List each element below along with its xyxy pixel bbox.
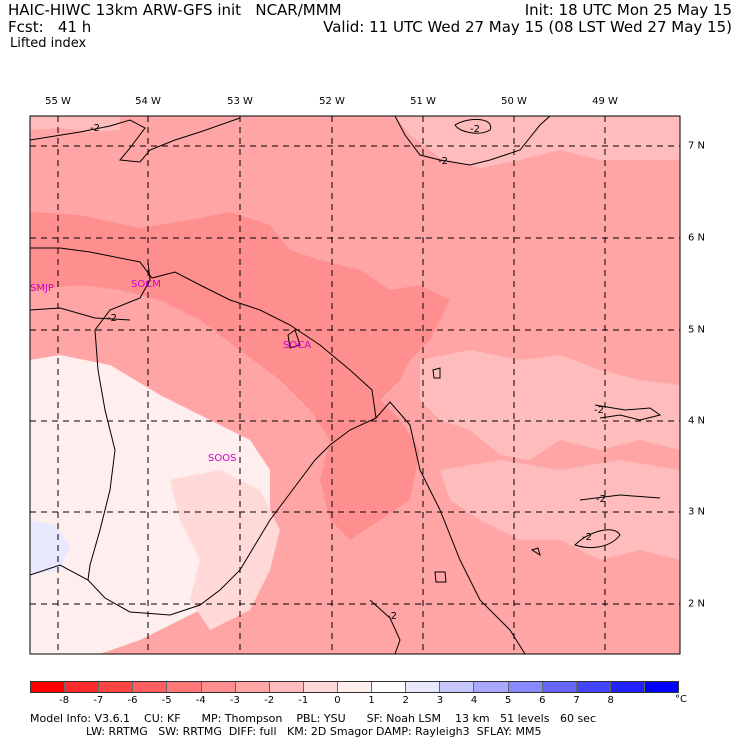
lat-label-5n: 5 N xyxy=(688,324,706,336)
valid-time: Valid: 11 UTC Wed 27 May 15 (08 LST Wed … xyxy=(323,18,732,36)
fill-ne-light xyxy=(395,116,680,168)
station-label: SOOS xyxy=(208,453,237,464)
contour-small-2 xyxy=(432,367,441,379)
lon-label-53w: 53 W xyxy=(227,96,253,107)
init-time: Init: 18 UTC Mon 25 May 15 xyxy=(524,1,732,19)
colorbar-tick-label: 1 xyxy=(368,695,375,706)
border-french-guiana xyxy=(30,417,377,616)
colorbar-cell xyxy=(440,682,475,692)
contour-east-3 xyxy=(574,529,621,548)
colorbar-cell xyxy=(542,682,577,692)
station-label: SMJP xyxy=(30,283,54,294)
lon-label-55w: 55 W xyxy=(45,96,71,107)
lat-label-6n: 6 N xyxy=(688,232,706,244)
map-frame xyxy=(29,115,681,655)
colorbar-cell xyxy=(337,682,373,692)
lon-label-51w: 51 W xyxy=(410,96,436,107)
colorbar-cell xyxy=(269,682,304,692)
colorbar-cell xyxy=(167,682,202,692)
colorbar xyxy=(30,681,679,693)
lat-label-4n: 4 N xyxy=(688,415,706,427)
contour-nw xyxy=(30,117,241,163)
colorbar-tick-label: 8 xyxy=(607,695,614,706)
colorbar-tick-label: -5 xyxy=(161,695,172,706)
colorbar-tick-label: 5 xyxy=(505,695,512,706)
colorbar-tick-label: 6 xyxy=(539,695,546,706)
colorbar-cell xyxy=(133,682,168,692)
field-name: Lifted index xyxy=(10,36,87,51)
colorbar-cell xyxy=(201,682,236,692)
colorbar-tick-label: -8 xyxy=(59,695,70,706)
colorbar-cell xyxy=(65,682,100,692)
fill-positive-patch xyxy=(30,520,70,575)
colorbar-tick-label: 4 xyxy=(470,695,478,706)
contour-label: -2 xyxy=(596,494,606,505)
contour-small-3 xyxy=(530,547,541,557)
contour-label: -2 xyxy=(470,124,480,135)
coastline xyxy=(30,247,526,654)
fill-central-band xyxy=(30,212,450,540)
colorbar-tick-label: 7 xyxy=(573,695,580,706)
colorbar-cell xyxy=(303,682,338,692)
forecast-hour: Fcst: 41 h xyxy=(8,18,92,36)
colorbar-cell xyxy=(610,682,645,692)
colorbar-tick-label: -4 xyxy=(195,695,206,706)
colorbar-cell xyxy=(372,682,407,692)
lat-label-2n: 2 N xyxy=(688,598,706,610)
colorbar-tick-label: 2 xyxy=(402,695,409,706)
colorbar-cell xyxy=(235,682,270,692)
lat-label-3n: 3 N xyxy=(688,506,706,518)
contour-label: -2 xyxy=(438,156,448,167)
colorbar-tick-label: -7 xyxy=(93,695,104,706)
colorbar-tick-label: 0 xyxy=(334,695,341,706)
colorbar-tick-label: 3 xyxy=(436,695,444,706)
footer-model-info: Model Info: V3.6.1 CU: KF MP: Thompson P… xyxy=(30,712,597,725)
contour-label: -2 xyxy=(582,532,592,543)
colorbar-cell xyxy=(99,682,134,692)
lon-label-49w: 49 W xyxy=(592,96,618,107)
colorbar-cell xyxy=(406,682,441,692)
contour-label: -2 xyxy=(107,313,117,324)
station-label: SOCA xyxy=(283,340,312,351)
fill-east-light xyxy=(420,350,680,460)
station-label: SOCM xyxy=(131,279,161,290)
colorbar-cell xyxy=(576,682,611,692)
contour-label: -2 xyxy=(387,611,397,622)
fill-sw-light xyxy=(170,470,280,630)
contour-east-2 xyxy=(579,494,661,501)
colorbar-unit: °C xyxy=(675,694,687,705)
colorbar-tick-label: -1 xyxy=(298,695,309,706)
contour-label: -2 xyxy=(90,123,100,134)
contour-south xyxy=(369,599,401,654)
colorbar-tick-label: -6 xyxy=(127,695,138,706)
colorbar-cell xyxy=(644,682,679,692)
contour-label: -2 xyxy=(594,405,604,416)
coast-inlet xyxy=(287,329,301,349)
colorbar-cell xyxy=(474,682,509,692)
lon-label-50w: 50 W xyxy=(501,96,527,107)
contour-east-1 xyxy=(594,404,662,421)
colorbar-cell xyxy=(31,682,66,692)
title-left: HAIC-HIWC 13km ARW-GFS init NCAR/MMM xyxy=(8,1,342,19)
contour-n-small xyxy=(454,118,492,134)
colorbar-cell xyxy=(508,682,543,692)
colorbar-tick-label: -3 xyxy=(229,695,240,706)
footer-physics-info: LW: RRTMG SW: RRTMG DIFF: full KM: 2D Sm… xyxy=(30,725,542,738)
lon-label-52w: 52 W xyxy=(319,96,345,107)
contour-small-1 xyxy=(434,571,447,583)
contour-west xyxy=(30,307,131,321)
colorbar-tick-label: -2 xyxy=(264,695,275,706)
lon-label-54w: 54 W xyxy=(135,96,161,107)
lat-label-7n: 7 N xyxy=(688,140,706,152)
contour-ne xyxy=(394,116,551,166)
border-suriname-guyana xyxy=(87,261,151,581)
